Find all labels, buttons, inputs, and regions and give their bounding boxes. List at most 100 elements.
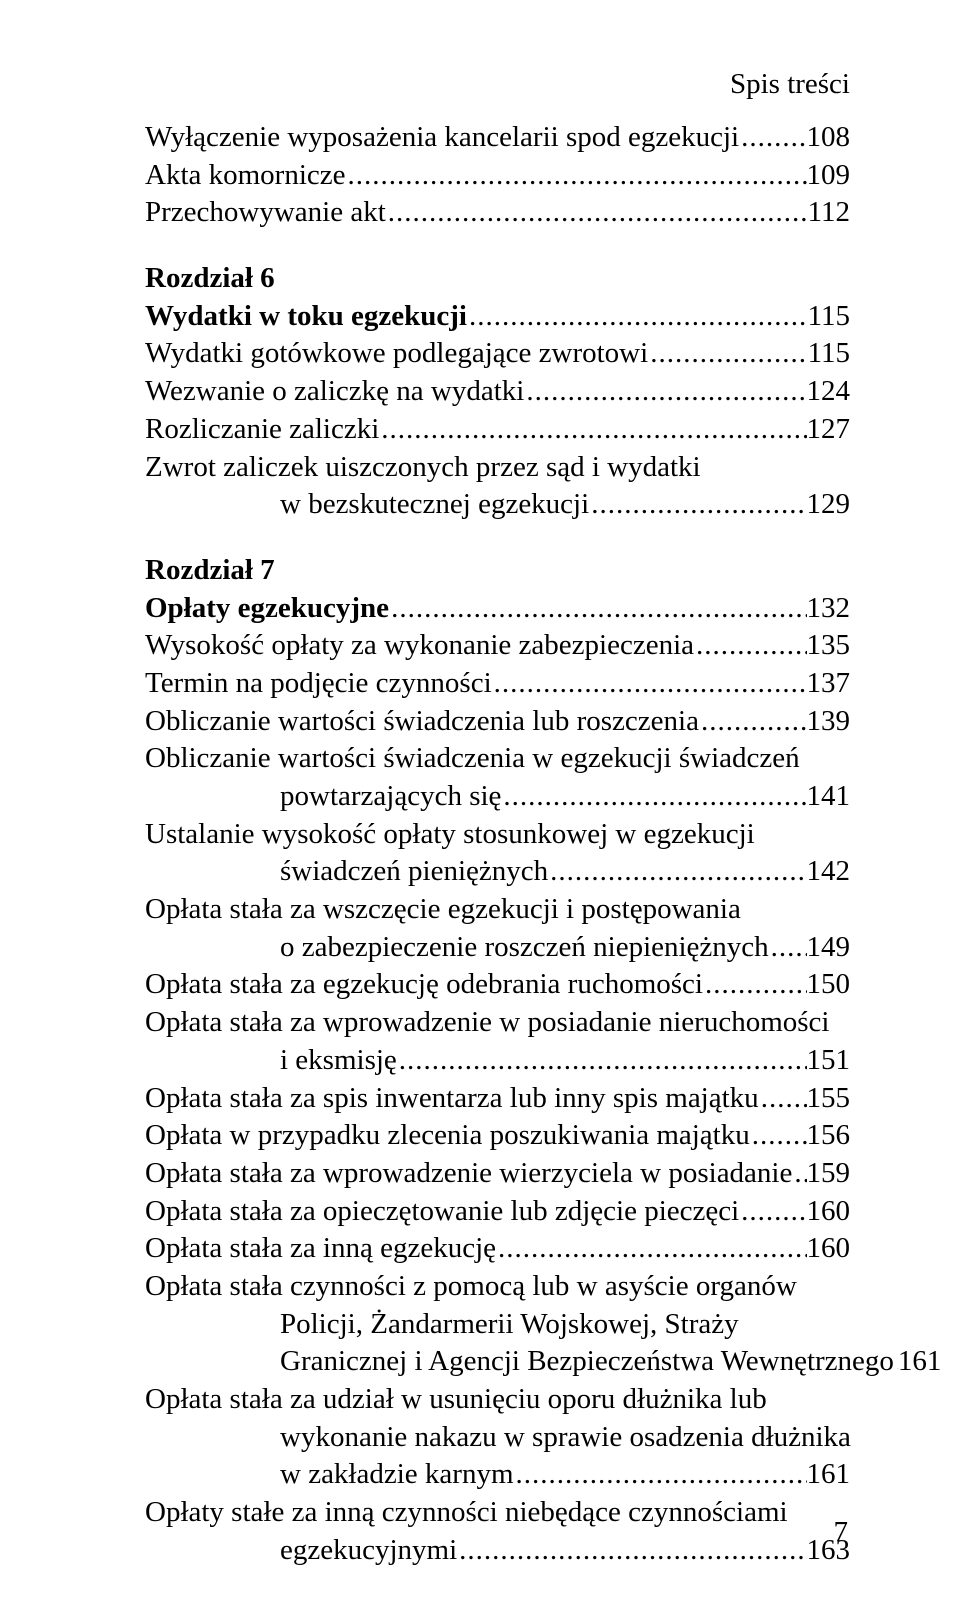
toc-dot-leader (548, 853, 806, 891)
toc-entry: Obliczanie wartości świadczenia lub rosz… (145, 703, 850, 741)
toc-entry-label: egzekucyjnymi (145, 1532, 457, 1570)
toc-entry-page: 124 (807, 373, 851, 411)
toc-entry: Akta komornicze 109 (145, 157, 850, 195)
toc-entry: Opłata stała za egzekucję odebrania ruch… (145, 966, 850, 1004)
toc-entry-label: Opłata stała za inną egzekucję (145, 1230, 496, 1268)
toc-dot-leader (457, 1532, 806, 1570)
page-header: Spis treści (145, 68, 850, 101)
toc-entry-page: 115 (808, 298, 850, 336)
toc-entry-label: Opłata stała za wprowadzenie wierzyciela… (145, 1155, 792, 1193)
toc-entry-page: 160 (807, 1230, 851, 1268)
toc-entry-page: 137 (807, 665, 851, 703)
toc-dot-leader (769, 929, 807, 967)
toc-entry: Termin na podjęcie czynności 137 (145, 665, 850, 703)
toc-entry-label: Termin na podjęcie czynności (145, 665, 492, 703)
toc-entry-page: 109 (807, 157, 851, 195)
toc-entry: o zabezpieczenie roszczeń niepieniężnych… (145, 929, 850, 967)
toc-entry-label: Opłata stała za wprowadzenie w posiadani… (145, 1004, 829, 1042)
toc-entry-label: Opłaty stałe za inną czynności niebędące… (145, 1494, 788, 1532)
toc-entry-label: Opłata stała za opieczętowanie lub zdjęc… (145, 1193, 739, 1231)
toc-dot-leader (699, 703, 807, 741)
toc-entry-page: 159 (807, 1155, 851, 1193)
toc-dot-leader (739, 1193, 806, 1231)
toc-entry: Granicznej i Agencji Bezpieczeństwa Wewn… (145, 1343, 850, 1381)
toc-entry-page: 156 (807, 1117, 851, 1155)
toc-entry-label: Opłata stała za udział w usunięciu oporu… (145, 1381, 767, 1419)
toc-entry-label: Opłata w przypadku zlecenia poszukiwania… (145, 1117, 750, 1155)
toc-dot-leader (397, 1042, 807, 1080)
toc-entry: i eksmisję151 (145, 1042, 850, 1080)
toc-entry: Rozdział 6 (145, 260, 850, 298)
toc-entry-label: Rozliczanie zaliczki (145, 411, 379, 449)
toc-entry-label: Ustalanie wysokość opłaty stosunkowej w … (145, 816, 755, 854)
toc-dot-leader (792, 1155, 806, 1193)
toc-entry-page: 127 (807, 411, 851, 449)
toc-entry: świadczeń pieniężnych 142 (145, 853, 850, 891)
toc-entry-label: Granicznej i Agencji Bezpieczeństwa Wewn… (145, 1343, 894, 1381)
toc-entry: Wezwanie o zaliczkę na wydatki124 (145, 373, 850, 411)
toc-entry: Wysokość opłaty za wykonanie zabezpiecze… (145, 627, 850, 665)
toc-dot-leader (648, 335, 807, 373)
toc-entry: Przechowywanie akt112 (145, 194, 850, 232)
toc-entry-page: 142 (807, 853, 851, 891)
toc-dot-leader (379, 411, 806, 449)
toc-entry-page: 132 (807, 590, 851, 628)
toc-dot-leader (501, 778, 806, 816)
toc-entry-page: 150 (807, 966, 851, 1004)
toc-entry-label: Wysokość opłaty za wykonanie zabezpiecze… (145, 627, 694, 665)
toc-gap (145, 232, 850, 260)
toc-entry-label: Zwrot zaliczek uiszczonych przez sąd i w… (145, 449, 701, 487)
toc-entry-page: 139 (807, 703, 851, 741)
toc-entry: powtarzających się141 (145, 778, 850, 816)
toc-entry-label: Rozdział 7 (145, 552, 275, 590)
page-number: 7 (834, 1516, 849, 1549)
toc-dot-leader (589, 486, 806, 524)
toc-entry: Opłaty egzekucyjne132 (145, 590, 850, 628)
toc-entry-label: o zabezpieczenie roszczeń niepieniężnych (145, 929, 769, 967)
toc-entry: Ustalanie wysokość opłaty stosunkowej w … (145, 816, 850, 854)
toc-entry-page: 149 (807, 929, 851, 967)
toc-entry-label: Akta komornicze (145, 157, 346, 195)
toc-entry-label: Policji, Żandarmerii Wojskowej, Straży (145, 1306, 739, 1344)
toc-entry: w bezskutecznej egzekucji129 (145, 486, 850, 524)
toc-entry: Wydatki w toku egzekucji 115 (145, 298, 850, 336)
toc-entry-label: Wydatki gotówkowe podlegające zwrotowi (145, 335, 648, 373)
toc-entry-label: świadczeń pieniężnych (145, 853, 548, 891)
toc-entry: Opłata stała czynności z pomocą lub w as… (145, 1268, 850, 1306)
toc-entry: Opłata stała za wprowadzenie w posiadani… (145, 1004, 850, 1042)
toc-dot-leader (759, 1080, 807, 1118)
toc-entry-label: Wydatki w toku egzekucji (145, 298, 467, 336)
toc-entry-page: 129 (807, 486, 851, 524)
toc-entry-page: 160 (807, 1193, 851, 1231)
toc-dot-leader (496, 1230, 806, 1268)
toc-entry-page: 108 (807, 119, 851, 157)
toc-dot-leader (389, 590, 806, 628)
toc-dot-leader (750, 1117, 807, 1155)
toc-entry: Opłata stała za spis inwentarza lub inny… (145, 1080, 850, 1118)
toc-entry-label: Rozdział 6 (145, 260, 275, 298)
toc-entry-page: 135 (807, 627, 851, 665)
toc-entry-label: powtarzających się (145, 778, 501, 816)
toc-entry: Rozliczanie zaliczki 127 (145, 411, 850, 449)
toc-entry-page: 151 (807, 1042, 851, 1080)
toc-entry-label: Obliczanie wartości świadczenia w egzeku… (145, 740, 800, 778)
toc-entry-page: 112 (808, 194, 850, 232)
toc-entry-label: Opłata stała za egzekucję odebrania ruch… (145, 966, 703, 1004)
toc-entry: Wyłączenie wyposażenia kancelarii spod e… (145, 119, 850, 157)
toc-entry-page: 161 (807, 1456, 851, 1494)
toc-entry: Opłata w przypadku zlecenia poszukiwania… (145, 1117, 850, 1155)
toc-dot-leader (386, 194, 808, 232)
toc-dot-leader (694, 627, 806, 665)
toc-entry-page: 161 (898, 1343, 942, 1381)
toc-entry-page: 155 (807, 1080, 851, 1118)
toc-dot-leader (467, 298, 808, 336)
toc-entry: Wydatki gotówkowe podlegające zwrotowi11… (145, 335, 850, 373)
toc-entry: Opłata stała za opieczętowanie lub zdjęc… (145, 1193, 850, 1231)
toc-entry: w zakładzie karnym161 (145, 1456, 850, 1494)
toc-entry-label: Opłata stała za wszczęcie egzekucji i po… (145, 891, 741, 929)
toc-dot-leader (524, 373, 806, 411)
toc-page: Spis treści Wyłączenie wyposażenia kance… (0, 0, 960, 1603)
toc-entry: wykonanie nakazu w sprawie osadzenia dłu… (145, 1419, 850, 1457)
toc-gap (145, 524, 850, 552)
toc-entry: Opłata stała za wszczęcie egzekucji i po… (145, 891, 850, 929)
